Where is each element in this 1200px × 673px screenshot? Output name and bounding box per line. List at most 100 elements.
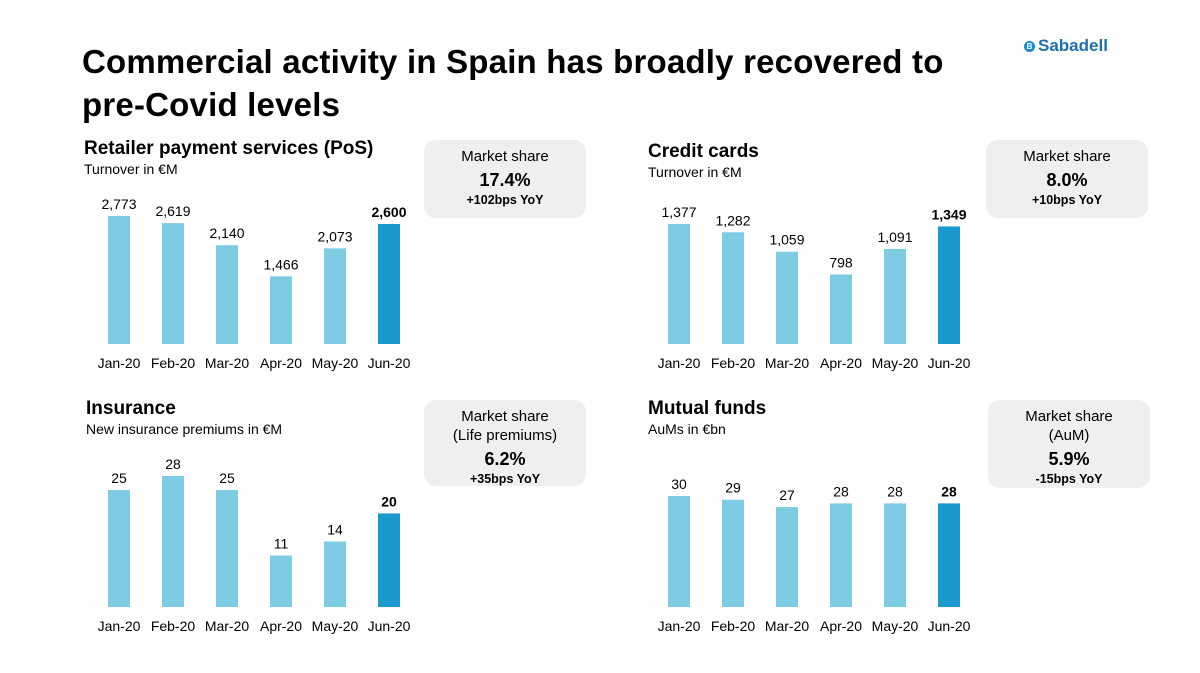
bar-value-label: 28 (833, 483, 849, 499)
bar-mar-20 (776, 251, 798, 344)
bar-value-label: 14 (327, 522, 343, 538)
x-tick-label: Apr-20 (260, 355, 302, 371)
sabadell-logo: B Sabadell (1024, 36, 1108, 56)
bar-value-label: 20 (381, 493, 397, 509)
chart-subtitle-pos: Turnover in €M (84, 161, 178, 177)
market-share-box-credit-cards: Market share 8.0% +10bps YoY (986, 140, 1148, 218)
bar-value-label: 1,349 (931, 206, 966, 222)
bar-value-label: 2,140 (209, 225, 244, 241)
x-tick-label: Apr-20 (820, 355, 862, 371)
bar-feb-20 (722, 232, 744, 344)
bar-apr-20 (830, 274, 852, 344)
bar-value-label: 2,600 (371, 204, 406, 220)
sabadell-logo-icon: B (1024, 40, 1035, 52)
market-share-value: 8.0% (1046, 170, 1088, 190)
x-tick-label: May-20 (312, 355, 359, 371)
x-tick-label: Apr-20 (820, 618, 862, 634)
market-share-label: Market share (461, 408, 549, 425)
bar-may-20 (324, 248, 346, 344)
market-share-box-pos: Market share 17.4% +102bps YoY (424, 140, 586, 218)
bar-value-label: 25 (111, 470, 127, 486)
bar-mar-20 (216, 245, 238, 344)
bar-mar-20 (216, 490, 238, 607)
bar-jan-20 (668, 224, 690, 344)
market-share-delta: +10bps YoY (1031, 193, 1103, 207)
bar-may-20 (884, 248, 906, 344)
bar-apr-20 (270, 555, 292, 607)
x-tick-label: May-20 (872, 355, 919, 371)
x-tick-label: Feb-20 (711, 618, 756, 634)
bar-jan-20 (108, 216, 130, 344)
x-tick-label: Jan-20 (98, 618, 141, 634)
chart-subtitle-credit-cards: Turnover in €M (648, 164, 742, 180)
bar-value-label: 1,377 (661, 204, 696, 220)
x-tick-label: Apr-20 (260, 618, 302, 634)
chart-subtitle-insurance: New insurance premiums in €M (86, 421, 283, 437)
chart-subtitle-mutual-funds: AuMs in €bn (648, 421, 726, 437)
market-share-label: Market share (1023, 148, 1111, 165)
bar-value-label: 2,773 (101, 196, 136, 212)
bar-feb-20 (162, 223, 184, 344)
bar-value-label: 2,073 (317, 228, 352, 244)
market-share-sublabel: (Life premiums) (452, 427, 558, 444)
bar-jun-20 (938, 503, 960, 607)
x-tick-label: Jan-20 (658, 355, 701, 371)
x-tick-label: Jun-20 (928, 618, 971, 634)
market-share-delta: -15bps YoY (1035, 472, 1103, 486)
market-share-box-mutual-funds: Market share (AuM) 5.9% -15bps YoY (988, 400, 1150, 488)
chart-title-credit-cards: Credit cards (648, 141, 759, 162)
bar-may-20 (324, 541, 346, 607)
x-tick-label: Feb-20 (151, 355, 196, 371)
bar-value-label: 11 (274, 536, 289, 552)
x-tick-label: Mar-20 (205, 618, 250, 634)
bar-feb-20 (162, 476, 184, 607)
bar-may-20 (884, 503, 906, 607)
bar-value-label: 27 (779, 487, 795, 503)
bar-mar-20 (776, 507, 798, 607)
page-title: Commercial activity in Spain has broadly… (82, 43, 944, 123)
bar-value-label: 1,091 (877, 229, 912, 245)
market-share-sublabel: (AuM) (1048, 427, 1090, 444)
bar-jan-20 (668, 496, 690, 607)
chart-mutual-funds: 30 Jan-20 29 Feb-20 27 Mar-20 28 Apr-20 28 May-20… (658, 476, 971, 634)
x-tick-label: Mar-20 (765, 355, 810, 371)
bar-jun-20 (378, 223, 400, 344)
market-share-value: 6.2% (484, 449, 526, 469)
bar-value-label: 30 (671, 476, 687, 492)
market-share-value: 5.9% (1048, 449, 1090, 469)
chart-title-mutual-funds: Mutual funds (648, 398, 767, 419)
market-share-label: Market share (461, 148, 549, 165)
x-tick-label: May-20 (872, 618, 919, 634)
x-tick-label: Mar-20 (205, 355, 250, 371)
chart-insurance: 25 Jan-20 28 Feb-20 25 Mar-20 11 Apr-20 14 May-20… (98, 456, 411, 634)
x-tick-label: Mar-20 (765, 618, 810, 634)
chart-title-insurance: Insurance (86, 398, 176, 419)
bar-feb-20 (722, 499, 744, 607)
market-share-delta: +35bps YoY (469, 472, 541, 486)
bar-jan-20 (108, 490, 130, 607)
x-tick-label: May-20 (312, 618, 359, 634)
chart-title-pos: Retailer payment services (PoS) (84, 138, 374, 159)
bar-value-label: 1,466 (263, 256, 298, 272)
sabadell-logo-text: Sabadell (1038, 36, 1108, 55)
bar-value-label: 25 (219, 470, 235, 486)
x-tick-label: Feb-20 (151, 618, 196, 634)
x-tick-label: Jan-20 (658, 618, 701, 634)
bar-jun-20 (378, 513, 400, 607)
market-share-label: Market share (1025, 408, 1113, 425)
bar-value-label: 1,059 (769, 232, 804, 248)
x-tick-label: Jun-20 (368, 355, 411, 371)
bar-value-label: 798 (829, 254, 853, 270)
bar-value-label: 29 (725, 480, 741, 496)
bar-value-label: 1,282 (715, 212, 750, 228)
chart-pos: 2,773 Jan-20 2,619 Feb-20 2,140 Mar-20 1,466 Ap… (98, 196, 411, 371)
bar-value-label: 2,619 (155, 203, 190, 219)
bar-apr-20 (830, 503, 852, 607)
chart-credit-cards: 1,377 Jan-20 1,282 Feb-20 1,059 Mar-20 798 Apr-… (658, 204, 971, 371)
bar-value-label: 28 (165, 456, 181, 472)
x-tick-label: Jan-20 (98, 355, 141, 371)
x-tick-label: Feb-20 (711, 355, 756, 371)
market-share-value: 17.4% (479, 170, 531, 190)
bar-value-label: 28 (887, 483, 903, 499)
x-tick-label: Jun-20 (928, 355, 971, 371)
